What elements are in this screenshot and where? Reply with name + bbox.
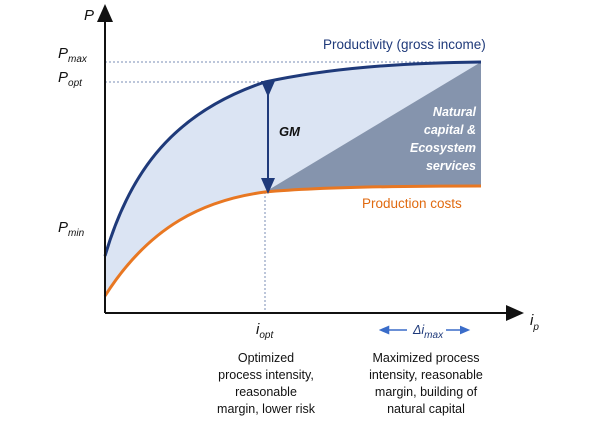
svg-text:Maximized process: Maximized process bbox=[373, 351, 480, 365]
natural-capital-region bbox=[265, 62, 481, 192]
x-axis-label: ip bbox=[530, 312, 539, 333]
iopt-label: iopt bbox=[256, 321, 274, 341]
left-caption: Optimized process intensity, reasonable … bbox=[217, 351, 316, 416]
svg-text:Optimized: Optimized bbox=[238, 351, 294, 365]
svg-text:reasonable: reasonable bbox=[235, 385, 297, 399]
right-caption: Maximized process intensity, reasonable … bbox=[369, 351, 483, 416]
popt-label: Popt bbox=[58, 69, 83, 89]
svg-text:capital &: capital & bbox=[424, 123, 476, 137]
svg-text:margin, lower risk: margin, lower risk bbox=[217, 402, 316, 416]
productivity-label: Productivity (gross income) bbox=[323, 37, 486, 52]
delta-imax-label: Δimax bbox=[412, 323, 444, 341]
svg-text:Ecosystem: Ecosystem bbox=[410, 141, 476, 155]
gm-label: GM bbox=[279, 124, 301, 139]
svg-text:Natural: Natural bbox=[433, 105, 477, 119]
pmin-label: Pmin bbox=[58, 219, 85, 239]
svg-text:services: services bbox=[426, 159, 476, 173]
pmax-label: Pmax bbox=[58, 45, 88, 65]
production-costs-label: Production costs bbox=[362, 196, 462, 211]
svg-text:intensity, reasonable: intensity, reasonable bbox=[369, 368, 483, 382]
svg-text:margin, building of: margin, building of bbox=[375, 385, 478, 399]
svg-text:process intensity,: process intensity, bbox=[218, 368, 314, 382]
svg-text:natural capital: natural capital bbox=[387, 402, 465, 416]
gross-margin-region bbox=[105, 62, 481, 296]
y-axis-label: P bbox=[84, 7, 94, 24]
natural-capital-label: Natural capital & Ecosystem services bbox=[410, 105, 477, 173]
